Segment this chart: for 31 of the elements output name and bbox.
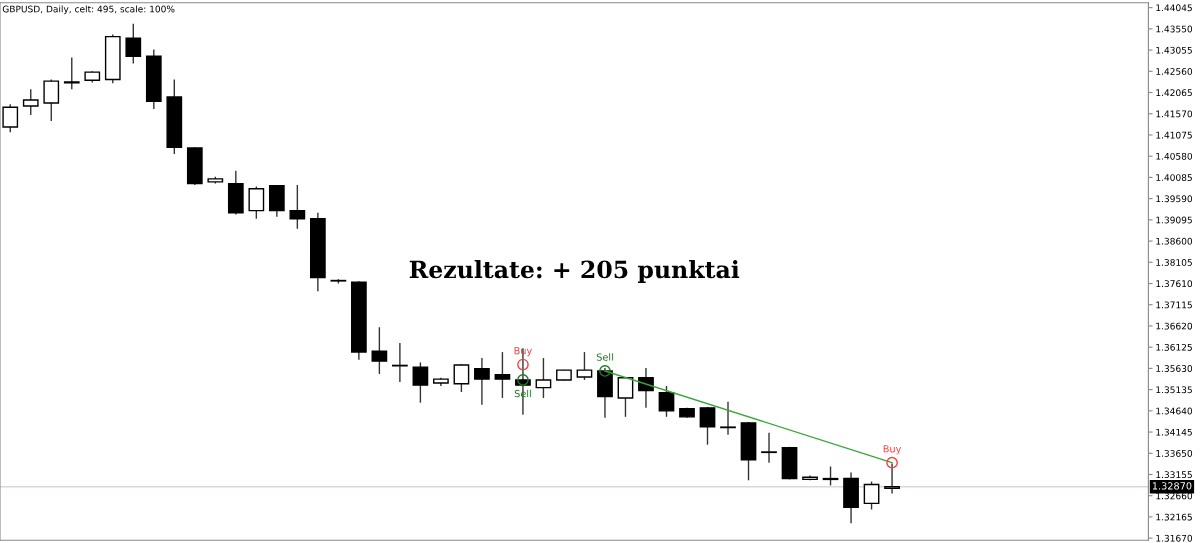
y-tick-label: 1.38600 [1156, 237, 1193, 245]
y-tick-label: 1.44045 [1156, 4, 1192, 12]
y-tick-label: 1.40085 [1156, 174, 1192, 181]
y-tick-label: 1.35135 [1156, 386, 1192, 394]
y-tick-label: 1.32660 [1156, 492, 1193, 500]
annotation: Buy [883, 445, 902, 455]
y-tick-label: 1.36125 [1156, 343, 1192, 351]
y-tick-label: 1.41570 [1156, 110, 1193, 118]
y-tick-label: 1.37115 [1156, 301, 1192, 309]
y-tick-label: 1.39095 [1156, 216, 1192, 224]
y-tick-label: 1.39590 [1156, 195, 1193, 203]
y-tick-label: 1.41075 [1156, 131, 1192, 139]
y-tick-label: 1.32165 [1156, 513, 1192, 521]
y-tick-label: 1.31670 [1156, 534, 1193, 542]
chart-title: GBPUSD, Daily, celt: 495, scale: 100% [2, 5, 175, 15]
y-tick-label: 1.37610 [1156, 280, 1193, 288]
y-tick-label: 1.40580 [1156, 152, 1193, 160]
y-tick-label: 1.33650 [1156, 449, 1193, 457]
y-tick-label: 1.43055 [1156, 46, 1192, 54]
y-tick-label: 1.36620 [1156, 322, 1193, 330]
y-tick-label: 1.34145 [1156, 428, 1192, 436]
annotation: Sell [596, 353, 613, 361]
y-tick-label: 1.35630 [1156, 365, 1193, 372]
annotation: Rezultate: + 205 punktai [409, 260, 740, 283]
y-tick-label: 1.33155 [1156, 471, 1192, 479]
y-tick-label: 1.34640 [1156, 407, 1193, 415]
ref-line-label: 1.32870 [1152, 482, 1192, 490]
y-tick-label: 1.42560 [1156, 68, 1193, 75]
y-tick-label: 1.43550 [1156, 25, 1193, 33]
y-tick-label: 1.38105 [1156, 259, 1192, 266]
y-tick-label: 1.42065 [1156, 89, 1192, 97]
